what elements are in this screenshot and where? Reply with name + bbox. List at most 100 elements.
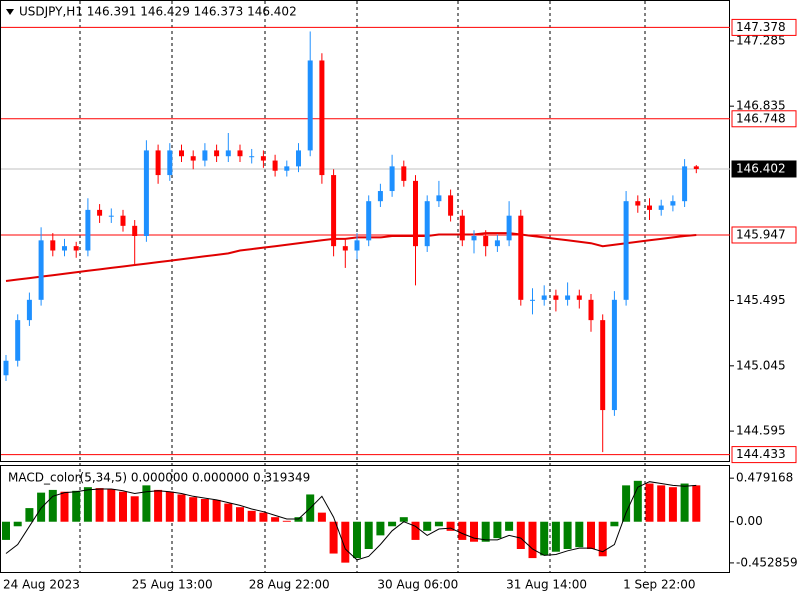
macd-bar xyxy=(587,521,595,549)
macd-bar xyxy=(37,492,46,522)
candle-body xyxy=(471,235,477,241)
macd-bar xyxy=(657,485,666,522)
macd-bar xyxy=(142,485,151,522)
candle-body xyxy=(225,150,231,157)
macd-bar xyxy=(598,521,607,557)
macd-bar xyxy=(505,521,514,531)
macd-bar xyxy=(376,521,385,536)
candle-body xyxy=(3,360,9,376)
level-label: 146.402 xyxy=(736,161,786,175)
macd-bar xyxy=(107,489,116,522)
macd-bar xyxy=(13,521,22,527)
candle-body xyxy=(413,180,418,247)
y-tick-label: 145.045 xyxy=(736,358,786,372)
macd-bar xyxy=(622,485,631,522)
macd-bar xyxy=(200,499,209,522)
macd-bar xyxy=(212,499,221,522)
candle-body xyxy=(424,201,430,247)
candle-body xyxy=(97,209,103,216)
candle-body xyxy=(214,150,220,157)
macd-bar xyxy=(317,512,326,522)
candle-body xyxy=(448,195,454,216)
candle-body xyxy=(331,175,337,247)
x-tick-label: 24 Aug 2023 xyxy=(3,578,80,592)
level-label-box xyxy=(731,446,797,464)
price-panel xyxy=(0,0,730,462)
macd-bar xyxy=(224,503,233,522)
macd-bar xyxy=(236,507,244,522)
macd-bar xyxy=(353,521,361,559)
candle-body xyxy=(658,205,664,210)
macd-bar xyxy=(680,483,689,522)
macd-bar xyxy=(446,521,455,531)
macd-bar xyxy=(282,520,291,522)
x-tick-label: 28 Aug 22:00 xyxy=(249,578,330,592)
macd-bar xyxy=(411,521,420,540)
x-tick-label: 25 Aug 13:00 xyxy=(132,578,213,592)
macd-bar xyxy=(551,521,560,552)
macd-bar xyxy=(575,521,584,548)
candle-body xyxy=(565,295,571,300)
macd-panel xyxy=(0,465,730,573)
macd-bar xyxy=(528,521,537,559)
y-tick-label: 144.595 xyxy=(736,424,786,438)
candle-body xyxy=(518,215,524,300)
macd-bar xyxy=(458,521,467,540)
candle-body xyxy=(260,156,266,161)
macd-bar xyxy=(72,490,81,522)
candle-body xyxy=(576,295,582,300)
macd-bar xyxy=(516,521,525,549)
level-label: 145.947 xyxy=(736,227,786,241)
macd-bar xyxy=(364,521,373,549)
candle-body xyxy=(132,225,138,236)
macd-bar xyxy=(470,521,478,542)
level-label-box xyxy=(731,160,797,178)
candle-body xyxy=(541,295,547,300)
macd-bar xyxy=(481,521,490,542)
candle-body xyxy=(272,160,278,171)
day-separators xyxy=(79,1,646,572)
y2-tick-label: 0.479168 xyxy=(736,471,793,485)
moving-average xyxy=(5,232,697,282)
macd-bar xyxy=(189,497,198,522)
macd-bar xyxy=(271,517,280,522)
level-label-box xyxy=(731,18,797,36)
y-tick-label: 147.285 xyxy=(736,33,786,47)
macd-bar xyxy=(247,510,256,522)
candle-body xyxy=(623,201,629,300)
macd-bar xyxy=(423,521,432,531)
macd-bar xyxy=(692,485,701,522)
candle-body xyxy=(108,215,114,217)
level-label-box xyxy=(731,226,797,244)
menu-triangle[interactable] xyxy=(6,9,14,15)
y2-tick-label: 0.00 xyxy=(736,514,763,528)
macd-bar xyxy=(633,480,642,522)
candle-body xyxy=(530,299,535,301)
candle-body xyxy=(459,215,465,241)
candle-body xyxy=(120,215,126,226)
macd-bar xyxy=(95,488,104,522)
macd-bar xyxy=(48,489,57,522)
x-tick-label: 31 Aug 14:00 xyxy=(506,578,587,592)
candle-body xyxy=(494,240,500,247)
candle-body xyxy=(354,240,360,251)
level-label: 147.378 xyxy=(736,20,786,34)
candle-body xyxy=(506,215,512,241)
macd-bar xyxy=(645,483,654,522)
candle-body xyxy=(436,195,442,202)
macd-bar xyxy=(2,521,10,540)
candle-body xyxy=(73,246,79,251)
macd-bar xyxy=(540,521,549,556)
candle-body xyxy=(155,150,161,176)
candle-body xyxy=(15,320,21,361)
candle-body xyxy=(483,235,489,247)
candle-body xyxy=(307,60,313,151)
candle-body xyxy=(190,156,196,161)
candle-body xyxy=(85,209,91,251)
level-label-box xyxy=(731,110,797,128)
candle-body xyxy=(202,150,208,161)
candle-body xyxy=(389,166,395,192)
signal-line xyxy=(5,481,697,561)
macd-bar xyxy=(399,517,408,522)
